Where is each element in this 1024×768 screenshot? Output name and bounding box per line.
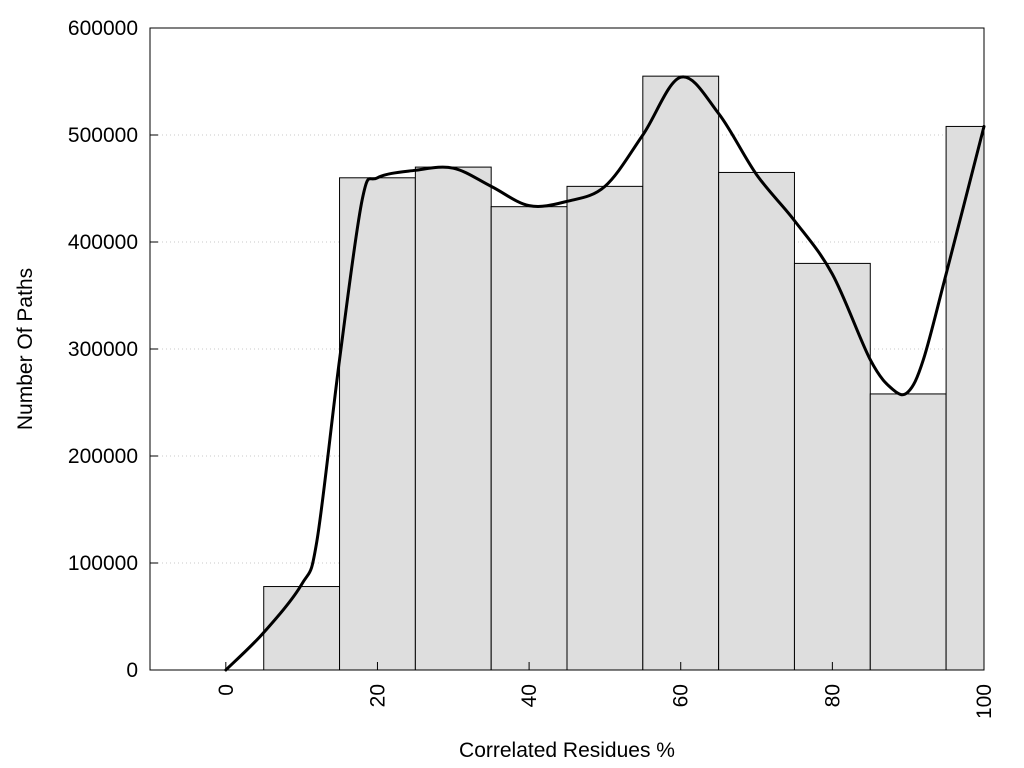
y-tick-label: 100000 [68,552,138,575]
bar [945,125,985,671]
bar [718,171,795,671]
x-axis-label: Correlated Residues % [459,739,675,762]
bar [793,262,871,671]
x-tick-label: 40 [518,684,541,707]
bar [869,393,947,671]
bars [263,75,985,671]
y-tick-label: 0 [126,659,138,682]
y-tick-label: 500000 [68,124,138,147]
x-tick-label: 100 [973,684,996,719]
y-axis-label: Number Of Paths [14,268,37,430]
bar [566,185,644,671]
x-tick-label: 80 [821,684,844,707]
bar [414,166,492,671]
x-tick-label: 20 [366,684,389,707]
y-tick-label: 200000 [68,445,138,468]
smoothed-curve [224,75,986,672]
x-axis-ticks: 0 20 40 60 80 100 [215,662,996,719]
x-tick-label: 0 [215,684,238,696]
bar [339,177,416,671]
bar [490,206,568,671]
bar [263,586,341,671]
y-tick-label: 300000 [68,338,138,361]
y-axis-ticks: 0 100000 200000 300000 400000 500000 600000 [68,17,158,682]
bar [642,75,720,671]
x-tick-label: 60 [670,684,693,707]
y-tick-label: 600000 [68,17,138,40]
y-tick-label: 400000 [68,231,138,254]
